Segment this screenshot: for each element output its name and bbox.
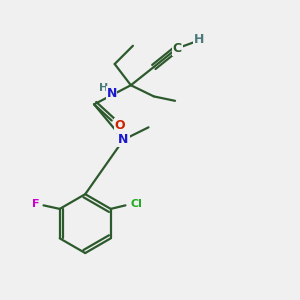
- Text: Cl: Cl: [131, 199, 142, 208]
- Text: O: O: [115, 119, 125, 132]
- Text: N: N: [106, 87, 117, 100]
- Text: N: N: [118, 133, 129, 146]
- Text: H: H: [194, 33, 204, 46]
- Text: C: C: [173, 42, 182, 55]
- Text: H: H: [99, 83, 108, 93]
- Text: F: F: [32, 199, 39, 208]
